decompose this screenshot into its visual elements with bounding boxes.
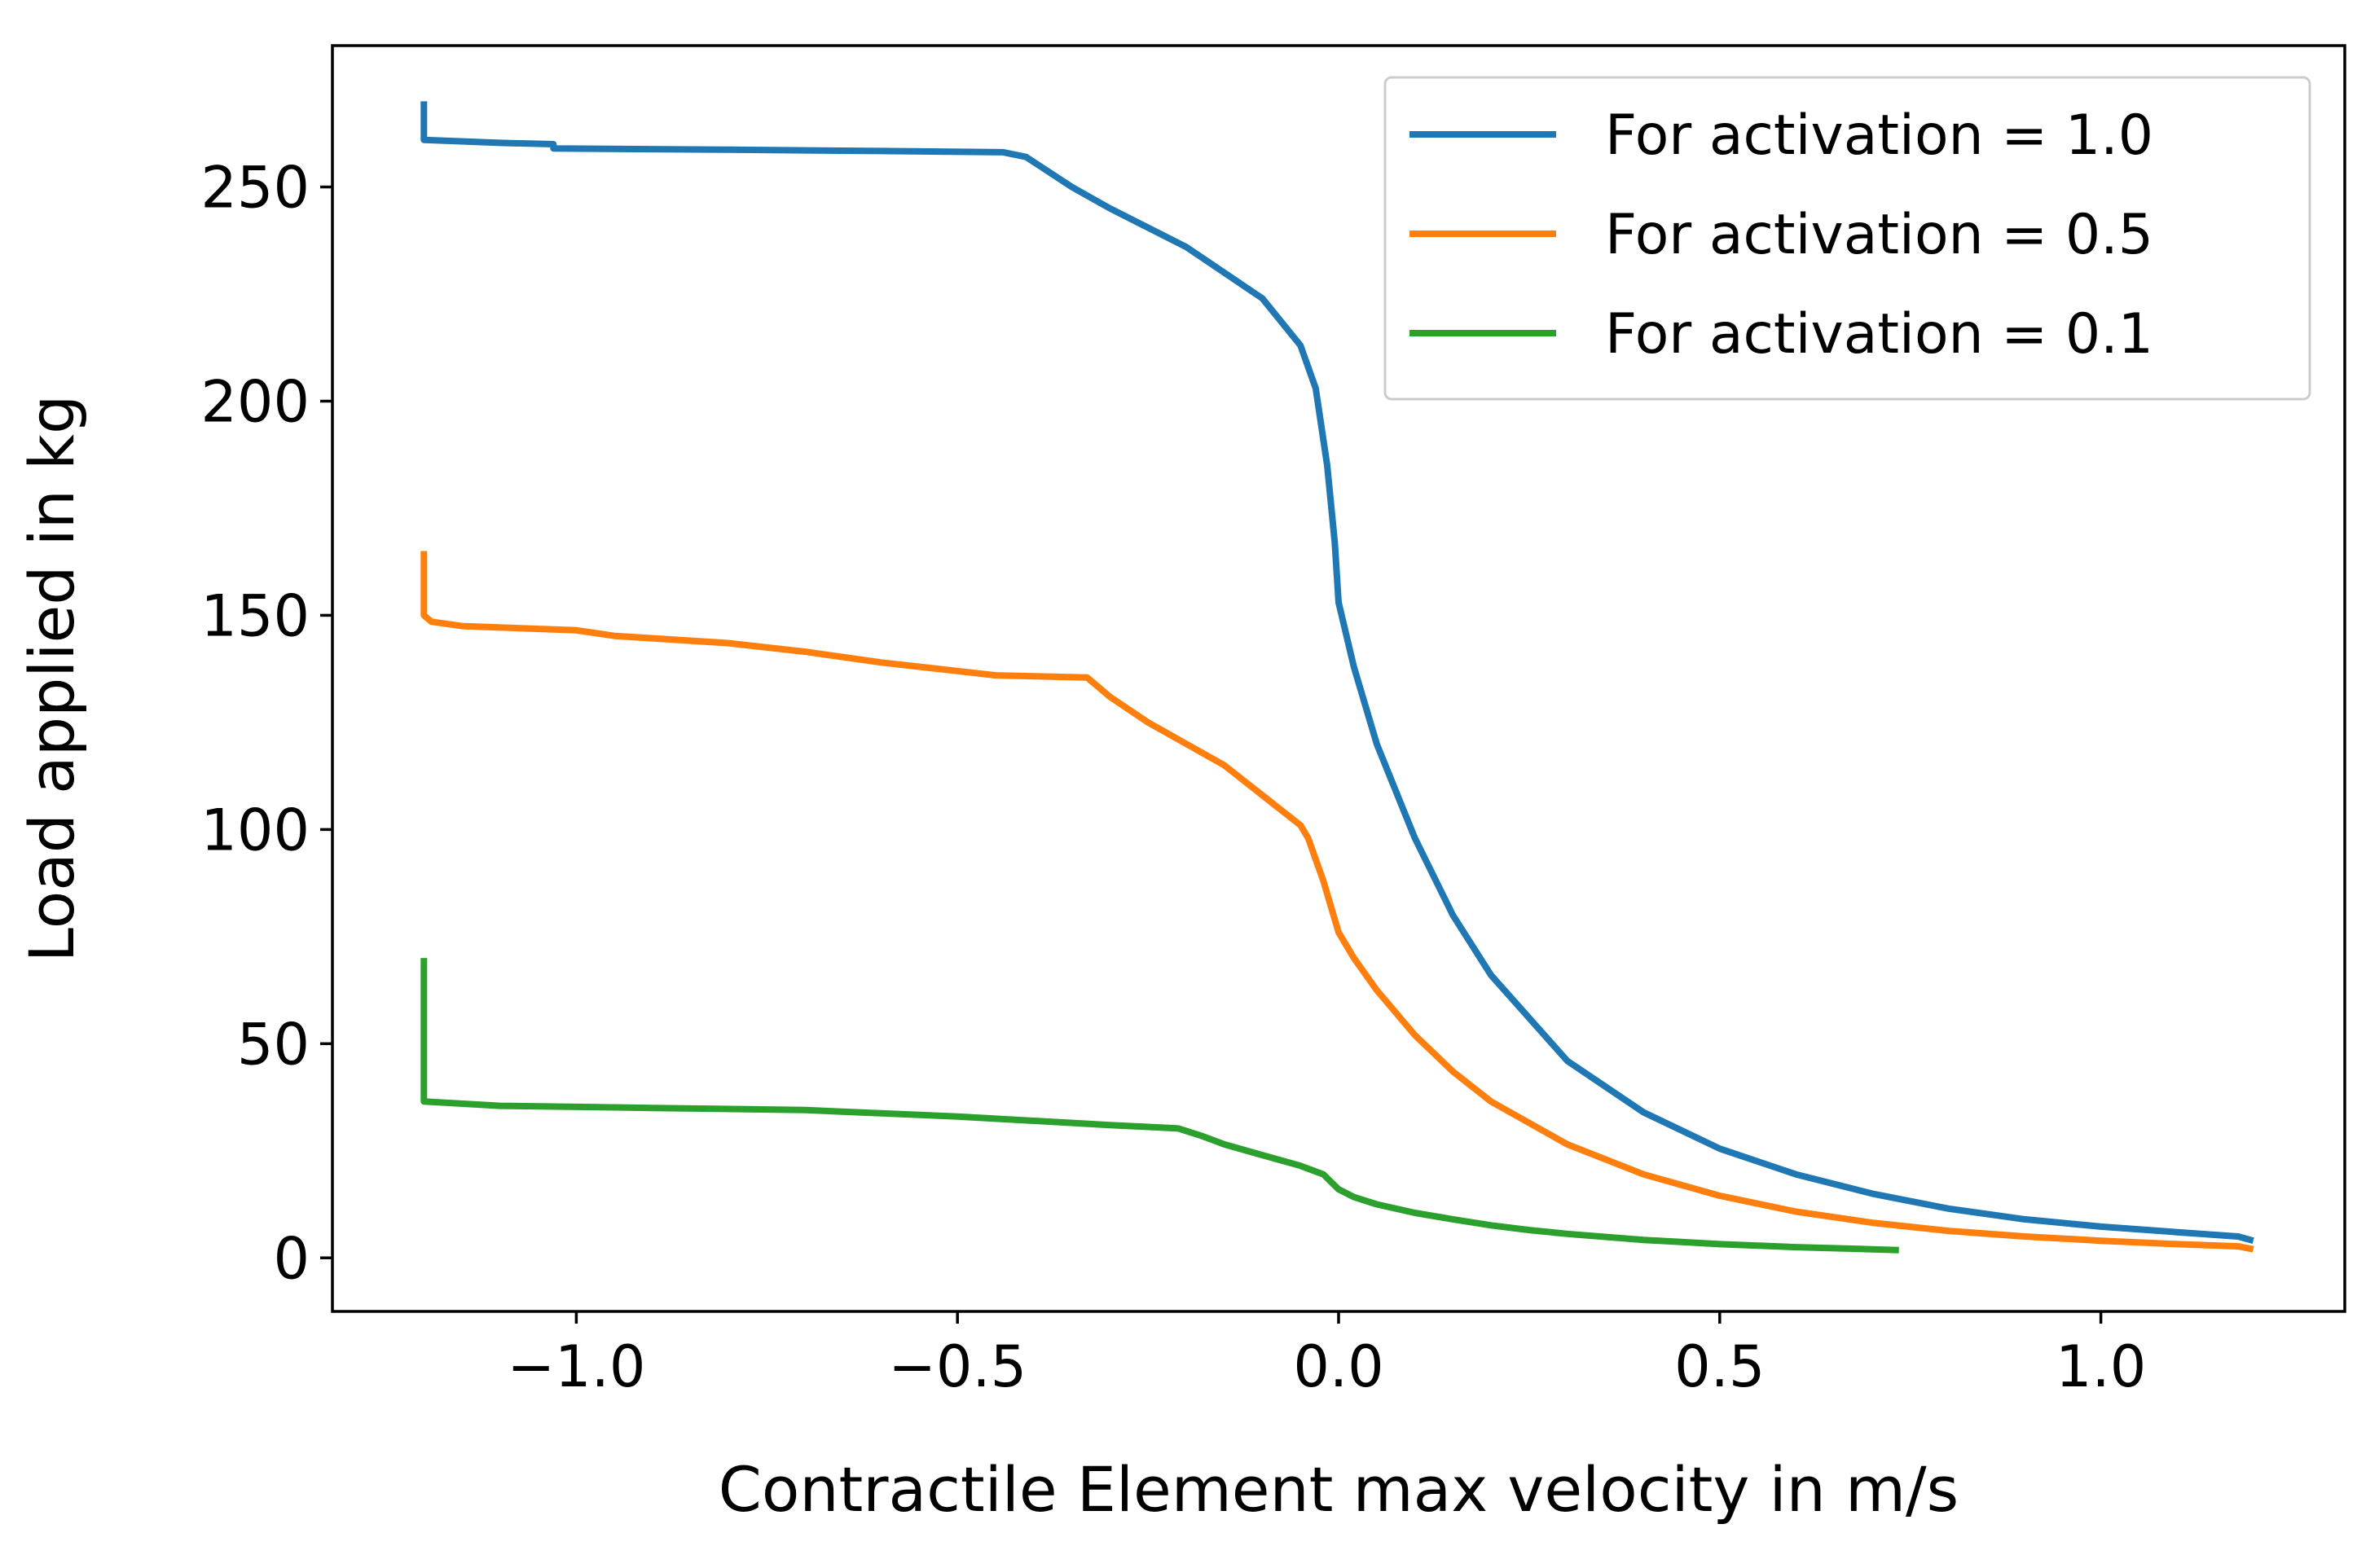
y-axis-label: Load applied in kg — [15, 395, 88, 963]
y-tick-label: 0 — [273, 1225, 310, 1292]
series-line-2 — [420, 958, 1899, 1254]
legend-label-2: For activation = 0.1 — [1605, 302, 2153, 367]
x-tick-label: −1.0 — [507, 1333, 645, 1400]
x-axis: −1.0 −0.5 0.0 0.5 1.0 — [507, 1311, 2146, 1400]
x-tick-label: −0.5 — [888, 1333, 1027, 1400]
y-tick-label: 150 — [200, 582, 310, 649]
legend: For activation = 1.0 For activation = 0.5… — [1383, 76, 2311, 401]
x-tick-label: 1.0 — [2056, 1333, 2146, 1400]
series-line-1 — [420, 551, 2254, 1253]
y-tick-label: 100 — [200, 797, 310, 863]
series-layer — [420, 101, 2254, 1254]
x-axis-label: Contractile Element max velocity in m/s — [719, 1453, 1959, 1526]
x-tick-label: 0.0 — [1293, 1333, 1383, 1400]
y-axis: 0 50 100 150 200 250 — [200, 155, 332, 1292]
series-line-0 — [420, 101, 2254, 1245]
legend-label-0: For activation = 1.0 — [1605, 103, 2153, 168]
y-tick-label: 200 — [200, 368, 310, 435]
legend-box — [1383, 76, 2311, 401]
legend-label-1: For activation = 0.5 — [1605, 203, 2153, 267]
y-tick-label: 250 — [200, 155, 310, 222]
y-tick-label: 50 — [237, 1011, 310, 1078]
x-tick-label: 0.5 — [1674, 1333, 1765, 1400]
